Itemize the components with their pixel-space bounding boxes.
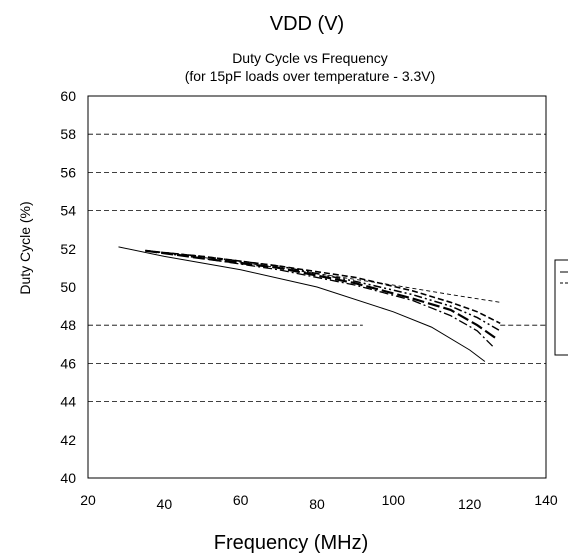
- x-tick-label: 120: [458, 496, 482, 512]
- chart-subtitle: (for 15pF loads over temperature - 3.3V): [185, 68, 436, 84]
- y-tick-label: 52: [60, 241, 76, 257]
- chart-grid: [88, 133, 546, 403]
- y-axis-label: Duty Cycle (%): [17, 201, 33, 294]
- x-tick-label: 20: [80, 492, 96, 508]
- chart-series: [118, 246, 501, 362]
- y-tick-label: 50: [60, 279, 76, 295]
- x-axis-ticks: 20 40 60 80 100 120 140: [80, 492, 558, 512]
- x-tick-label: 60: [233, 492, 249, 508]
- y-tick-label: 56: [60, 164, 76, 180]
- x-tick-label: 40: [157, 496, 173, 512]
- series-line-solid: [118, 246, 486, 362]
- plot-frame: [87, 95, 547, 479]
- series-line-long-dash: [145, 249, 498, 340]
- chart-header-label: VDD (V): [270, 13, 344, 35]
- x-tick-label: 80: [309, 496, 325, 512]
- y-tick-label: 46: [60, 355, 76, 371]
- legend-box: [554, 259, 568, 356]
- y-tick-label: 54: [60, 203, 76, 219]
- series-line-short-dash: [145, 249, 501, 325]
- chart-title: Duty Cycle vs Frequency: [232, 50, 388, 66]
- x-axis-label: Frequency (MHz): [214, 532, 368, 554]
- y-tick-label: 42: [60, 432, 76, 448]
- y-tick-label: 48: [60, 317, 76, 333]
- y-tick-label: 58: [60, 126, 76, 142]
- y-tick-label: 60: [60, 88, 76, 104]
- x-tick-label: 140: [534, 492, 558, 508]
- series-line-dash-dot-dot: [145, 249, 501, 332]
- y-tick-label: 40: [60, 470, 76, 486]
- y-axis-ticks: 40 42 44 46 48 50 52 54 56 58 60: [60, 88, 76, 486]
- x-tick-label: 100: [382, 492, 406, 508]
- y-tick-label: 44: [60, 394, 76, 410]
